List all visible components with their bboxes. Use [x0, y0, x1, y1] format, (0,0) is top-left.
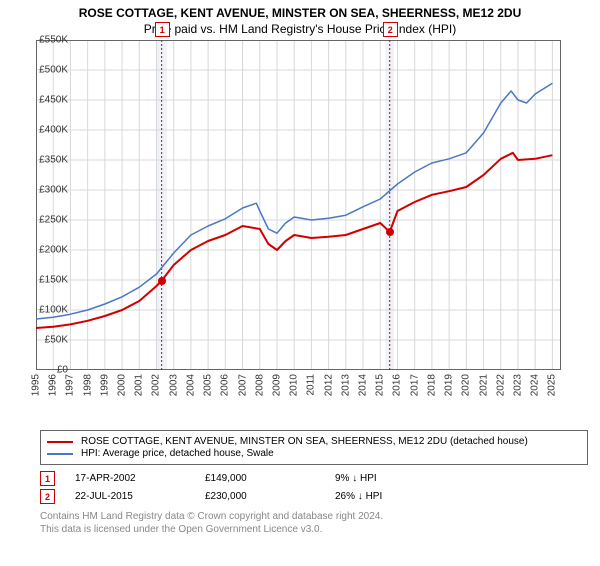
x-axis-label: 2022 [495, 374, 506, 396]
x-axis-label: 2003 [168, 374, 179, 396]
x-axis-label: 2014 [358, 374, 369, 396]
x-axis-label: 2025 [547, 374, 558, 396]
sales-diff: 9% ↓ HPI [335, 473, 465, 484]
x-axis-label: 2009 [271, 374, 282, 396]
sales-marker: 2 [40, 489, 55, 504]
legend-row: HPI: Average price, detached house, Swal… [47, 448, 581, 459]
y-axis-label: £450K [39, 95, 68, 106]
x-axis-label: 2006 [220, 374, 231, 396]
x-axis-label: 2023 [512, 374, 523, 396]
sales-date: 17-APR-2002 [75, 473, 205, 484]
legend-label: HPI: Average price, detached house, Swal… [81, 448, 274, 459]
sales-date: 22-JUL-2015 [75, 491, 205, 502]
footer-attribution: Contains HM Land Registry data © Crown c… [40, 510, 600, 536]
chart-title: ROSE COTTAGE, KENT AVENUE, MINSTER ON SE… [0, 6, 600, 20]
y-axis-label: £400K [39, 125, 68, 136]
legend-label: ROSE COTTAGE, KENT AVENUE, MINSTER ON SE… [81, 436, 528, 447]
x-axis-label: 2015 [375, 374, 386, 396]
x-axis-label: 2007 [237, 374, 248, 396]
x-axis-label: 1998 [82, 374, 93, 396]
y-axis-label: £50K [45, 335, 68, 346]
x-axis-label: 2019 [444, 374, 455, 396]
sales-diff: 26% ↓ HPI [335, 491, 465, 502]
y-axis-label: £250K [39, 215, 68, 226]
x-axis-label: 2016 [392, 374, 403, 396]
chart-area: 12£0£50K£100K£150K£200K£250K£300K£350K£4… [36, 40, 596, 400]
y-axis-label: £500K [39, 65, 68, 76]
x-axis-label: 2004 [185, 374, 196, 396]
x-axis-label: 2013 [340, 374, 351, 396]
x-axis-label: 2011 [306, 374, 317, 396]
x-axis-label: 1996 [48, 374, 59, 396]
sale-marker-dot [158, 277, 166, 285]
x-axis-label: 2020 [461, 374, 472, 396]
y-axis-label: £150K [39, 275, 68, 286]
sale-marker-dot [386, 228, 394, 236]
x-axis-label: 2024 [530, 374, 541, 396]
chart-legend: ROSE COTTAGE, KENT AVENUE, MINSTER ON SE… [40, 430, 588, 465]
sales-price: £230,000 [205, 491, 335, 502]
sales-table: 1 17-APR-2002£149,0009% ↓ HPI 2 22-JUL-2015… [40, 471, 600, 504]
y-axis-label: £550K [39, 35, 68, 46]
legend-swatch [47, 453, 73, 455]
legend-row: ROSE COTTAGE, KENT AVENUE, MINSTER ON SE… [47, 436, 581, 447]
sales-price: £149,000 [205, 473, 335, 484]
x-axis-label: 2000 [117, 374, 128, 396]
sales-row: 2 22-JUL-2015£230,00026% ↓ HPI [40, 489, 600, 504]
x-axis-label: 2018 [426, 374, 437, 396]
y-axis-label: £350K [39, 155, 68, 166]
sales-row: 1 17-APR-2002£149,0009% ↓ HPI [40, 471, 600, 486]
y-axis-label: £100K [39, 305, 68, 316]
price-chart [36, 40, 561, 370]
y-axis-label: £300K [39, 185, 68, 196]
sales-marker: 1 [40, 471, 55, 486]
x-axis-label: 2005 [203, 374, 214, 396]
x-axis-label: 1995 [31, 374, 42, 396]
x-axis-label: 2021 [478, 374, 489, 396]
x-axis-label: 1997 [65, 374, 76, 396]
footer-line-1: Contains HM Land Registry data © Crown c… [40, 510, 600, 523]
footer-line-2: This data is licensed under the Open Gov… [40, 523, 600, 536]
x-axis-label: 2010 [289, 374, 300, 396]
x-axis-label: 2012 [323, 374, 334, 396]
x-axis-label: 2002 [151, 374, 162, 396]
sale-marker-box: 1 [155, 22, 170, 37]
x-axis-label: 2017 [409, 374, 420, 396]
chart-subtitle: Price paid vs. HM Land Registry's House … [0, 22, 600, 36]
legend-swatch [47, 441, 73, 443]
y-axis-label: £200K [39, 245, 68, 256]
x-axis-label: 1999 [99, 374, 110, 396]
sale-marker-box: 2 [383, 22, 398, 37]
x-axis-label: 2008 [254, 374, 265, 396]
x-axis-label: 2001 [134, 374, 145, 396]
